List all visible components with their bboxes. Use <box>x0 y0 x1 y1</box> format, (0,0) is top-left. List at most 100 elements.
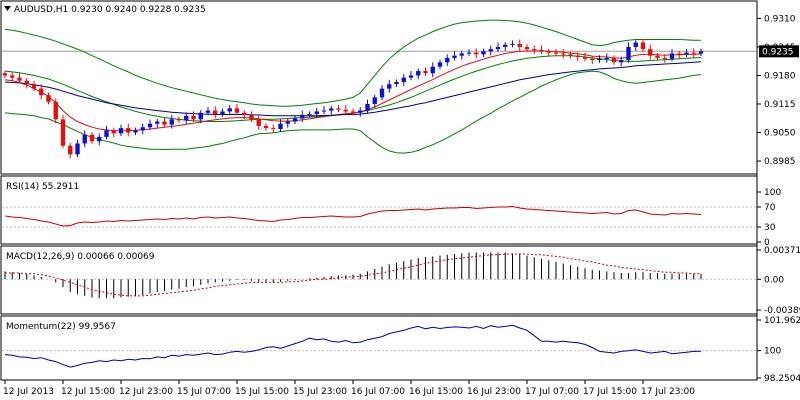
candle-body <box>459 53 464 56</box>
candle-body <box>387 84 392 89</box>
candle <box>104 125 109 140</box>
candle-body <box>365 103 370 111</box>
candle-body <box>510 43 515 45</box>
candle <box>698 48 704 57</box>
candle <box>336 104 341 113</box>
candle-body <box>191 115 196 120</box>
candle-body <box>292 118 298 122</box>
macd-series <box>4 252 702 299</box>
candle <box>394 79 399 87</box>
candle <box>321 106 327 115</box>
candle <box>365 99 370 114</box>
candle-body <box>546 51 551 53</box>
candle <box>517 39 522 51</box>
candle-body <box>568 54 573 56</box>
x-tick-label: 17 Jul 23:00 <box>641 387 695 397</box>
candle-body <box>648 49 653 56</box>
candle <box>169 114 174 129</box>
candle-body <box>31 84 37 89</box>
candle-body <box>300 114 305 119</box>
candle-body <box>466 52 472 54</box>
candle <box>10 71 15 82</box>
candle <box>343 105 348 116</box>
candle-body <box>517 43 522 47</box>
candle <box>191 111 196 122</box>
candle <box>213 106 218 119</box>
macd-tick-label: -0.00389 <box>764 306 800 316</box>
bollinger-lower-line <box>4 70 702 154</box>
candle <box>126 123 131 137</box>
macd-tick-label: 0.00371 <box>764 246 800 256</box>
candle <box>408 71 414 81</box>
x-axis-ticks: 12 Jul 2013 12 Jul 15:00 12 Jul 23:00 15 Ju… <box>3 380 695 397</box>
candle-body <box>590 58 595 61</box>
candle-body <box>626 46 631 61</box>
candle <box>227 104 232 116</box>
momentum-tick-label: 100 <box>764 347 781 357</box>
candle <box>140 123 145 135</box>
candle <box>46 92 51 105</box>
momentum-series <box>4 324 702 368</box>
candle <box>691 48 696 58</box>
candle-body <box>2 73 8 76</box>
candle <box>684 49 689 58</box>
candle <box>350 108 356 116</box>
moving-average-red-line <box>4 50 702 132</box>
menu-triangle-icon[interactable] <box>4 6 11 11</box>
bollinger-bands <box>4 19 702 154</box>
candle-body <box>408 75 414 78</box>
candle <box>459 50 464 60</box>
rsi-tick-label: 30 <box>764 223 776 233</box>
candle <box>553 49 559 57</box>
candle <box>82 130 87 148</box>
x-tick-label: 16 Jul 23:00 <box>467 387 521 397</box>
candle-body <box>263 125 269 129</box>
candle-body <box>481 51 486 55</box>
candle-body <box>234 108 240 113</box>
main-tick-label: 0.9310 <box>764 14 796 24</box>
candle-body <box>684 52 689 55</box>
candle-body <box>104 130 109 137</box>
candle <box>452 51 457 61</box>
current-price-tag <box>759 45 799 58</box>
candle-body <box>691 52 696 54</box>
candle <box>271 124 276 133</box>
candle <box>466 49 472 57</box>
candle <box>416 68 421 80</box>
candle-body <box>140 127 145 131</box>
candle-body <box>220 111 225 115</box>
candle <box>53 98 58 124</box>
candle-body <box>633 42 638 47</box>
candle <box>669 49 675 62</box>
candle <box>68 143 73 159</box>
candle-body <box>60 119 66 146</box>
candle-body <box>430 66 435 74</box>
x-tick-label: 12 Jul 15:00 <box>61 387 115 397</box>
candle <box>111 127 116 138</box>
candle <box>292 114 298 125</box>
candle <box>604 53 609 63</box>
candle-body <box>17 77 22 81</box>
candle-body <box>82 134 87 144</box>
candle <box>2 70 8 79</box>
candle <box>401 74 406 86</box>
candle <box>575 52 580 61</box>
candle <box>633 39 638 51</box>
rsi-series <box>4 205 702 227</box>
candle <box>39 84 44 100</box>
candle-body <box>401 77 406 83</box>
candle-body <box>495 46 501 50</box>
candle-body <box>358 110 363 113</box>
candle <box>234 103 240 116</box>
candle <box>358 107 363 117</box>
candle-body <box>285 121 290 124</box>
candle-body <box>394 82 399 85</box>
candle-body <box>118 128 124 134</box>
main-tick-label: 0.9180 <box>764 71 796 81</box>
main-tick-label: 0.9050 <box>764 129 796 139</box>
candle <box>474 48 479 59</box>
candle-body <box>452 55 457 58</box>
candle-body <box>445 57 450 63</box>
rsi-tick-label: 100 <box>764 188 781 198</box>
candle-body <box>677 53 682 55</box>
